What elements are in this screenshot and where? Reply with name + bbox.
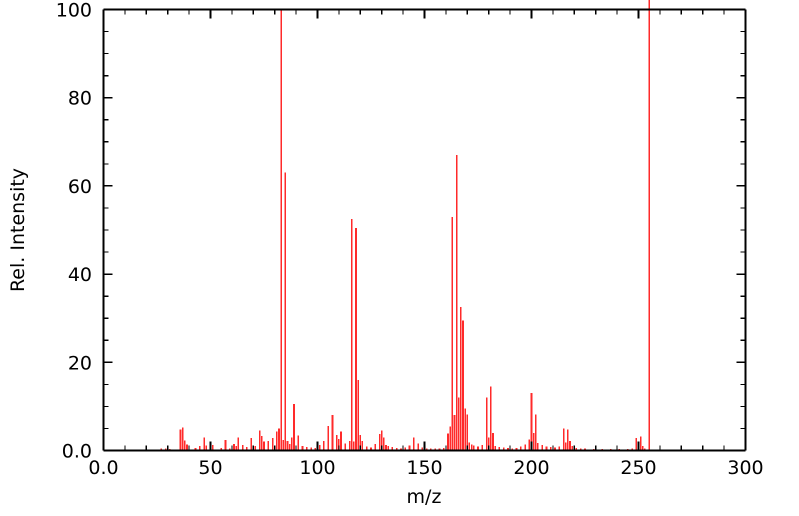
- y-tick-label: 60: [68, 176, 92, 198]
- y-tick-label: 40: [68, 264, 92, 286]
- x-axis-title: m/z: [407, 486, 442, 508]
- x-tick-label: 250: [620, 457, 656, 479]
- x-tick-label: 100: [299, 457, 335, 479]
- y-tick-label: 100: [56, 0, 92, 22]
- x-tick-label: 50: [198, 457, 222, 479]
- x-axis-tick-labels: 0.0 50 100 150 200 250 300: [88, 457, 763, 479]
- y-axis-title: Rel. Intensity: [7, 168, 29, 292]
- peak-series: [160, 0, 651, 451]
- y-tick-label: 0.0: [62, 441, 92, 463]
- x-tick-label: 0.0: [88, 457, 118, 479]
- x-tick-label: 200: [513, 457, 549, 479]
- x-tick-label: 300: [727, 457, 763, 479]
- x-axis-ticks: [102, 9, 747, 451]
- y-axis-tick-labels: 0.0 20 40 60 80 100: [56, 0, 92, 463]
- y-axis-ticks: [103, 8, 746, 452]
- y-tick-label: 20: [68, 352, 92, 374]
- y-tick-label: 80: [68, 88, 92, 110]
- x-tick-label: 150: [406, 457, 442, 479]
